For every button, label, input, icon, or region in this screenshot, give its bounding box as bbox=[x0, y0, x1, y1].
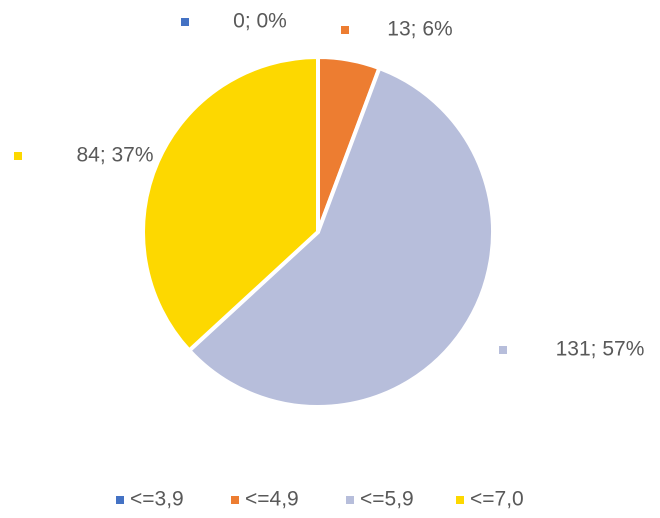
legend-marker bbox=[346, 496, 354, 504]
legend-marker bbox=[456, 496, 464, 504]
pie-slice bbox=[141, 54, 320, 354]
label-marker bbox=[181, 18, 189, 26]
data-label: 131; 57% bbox=[556, 338, 645, 361]
label-marker bbox=[499, 346, 507, 354]
data-label: 0; 0% bbox=[233, 10, 287, 33]
label-marker bbox=[14, 152, 22, 160]
legend-label: <=4,9 bbox=[245, 488, 299, 511]
legend-label: <=7,0 bbox=[470, 488, 524, 511]
legend-label: <=5,9 bbox=[360, 488, 414, 511]
pie-slice bbox=[186, 65, 495, 409]
legend-marker bbox=[116, 496, 124, 504]
label-marker bbox=[341, 26, 349, 34]
legend-label: <=3,9 bbox=[130, 488, 184, 511]
data-label: 84; 37% bbox=[76, 144, 153, 167]
data-label: 13; 6% bbox=[387, 18, 452, 41]
legend-marker bbox=[231, 496, 239, 504]
